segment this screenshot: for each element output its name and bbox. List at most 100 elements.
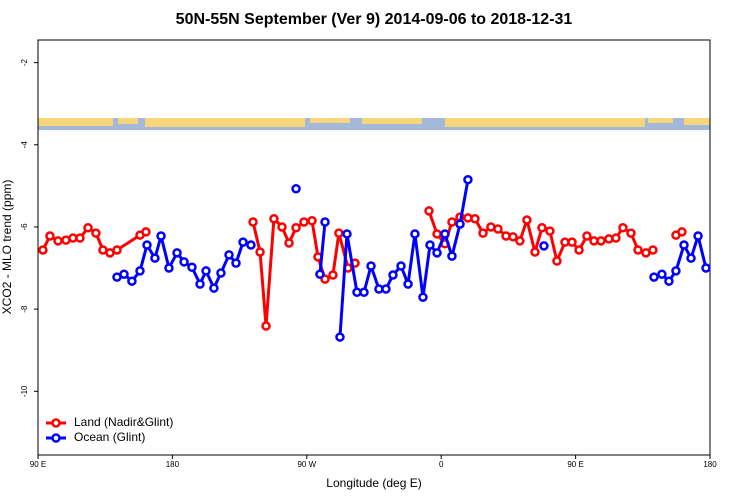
y-tick-label: -4 [20,141,29,149]
point-marker [315,269,325,279]
point-marker [119,269,129,279]
point-marker [440,229,450,239]
point-marker [432,248,442,258]
point-marker [291,223,301,233]
point-marker [216,268,226,278]
land-mask-strip [38,118,710,130]
point-marker [545,226,555,236]
point-marker [320,217,330,227]
point-marker [135,266,145,276]
point-marker [255,247,265,257]
y-tick-label: -8 [20,305,29,313]
point-marker [633,245,643,255]
point-marker [328,270,338,280]
point-marker [447,251,457,261]
point-marker [246,240,256,250]
point-marker [195,279,205,289]
legend-marker [51,433,61,443]
x-tick-label: 180 [166,460,180,469]
point-marker [596,236,606,246]
point-marker [574,245,584,255]
chart-title: 50N-55N September (Ver 9) 2014-09-06 to … [176,11,573,28]
point-marker [618,223,628,233]
point-marker [418,292,428,302]
y-tick-label: -2 [20,58,29,66]
point-marker [342,229,352,239]
point-marker [582,231,592,241]
point-marker [150,253,160,263]
point-marker [664,276,674,286]
point-marker [463,174,473,185]
point-marker [366,261,376,271]
point-marker [515,236,525,246]
point-marker [179,257,189,267]
point-marker [677,227,687,237]
point-marker [91,228,101,238]
x-tick-label: 90 E [567,460,583,469]
point-marker [201,266,211,276]
point-marker [75,233,85,243]
point-marker [530,247,540,257]
point-marker [187,262,197,272]
point-marker [552,256,562,266]
x-tick-label: 180 [703,460,717,469]
point-marker [142,240,152,250]
point-marker [410,229,420,239]
point-marker [127,276,137,286]
point-marker [470,213,480,224]
point-marker [231,258,241,268]
y-tick-label: -6 [20,223,29,231]
point-marker [657,269,667,279]
legend-label: Land (Nadir&Glint) [74,415,173,429]
point-marker [686,253,696,263]
point-marker [447,217,457,227]
x-tick-label: 90 E [30,460,46,469]
point-marker [396,261,406,271]
point-marker [679,240,689,250]
point-marker [141,227,151,237]
point-marker [307,216,317,226]
point-marker [334,228,344,238]
y-axis-label: XCO2 - MLO trend (ppm) [0,180,14,315]
point-marker [537,223,547,233]
point-marker [671,266,681,276]
point-marker [53,236,63,246]
point-marker [269,213,279,224]
y-tick-label: -10 [20,385,29,397]
point-marker [248,217,258,227]
point-marker [156,231,166,241]
x-tick-label: 0 [439,460,444,469]
x-tick-label: 90 W [297,460,316,469]
point-marker [455,219,465,229]
point-marker [209,283,219,293]
point-marker [693,231,703,241]
point-marker [299,217,309,227]
point-marker [403,279,413,289]
point-marker [567,237,577,247]
point-marker [335,332,345,342]
point-marker [432,229,442,239]
point-marker [493,224,503,234]
point-marker [261,321,271,331]
point-marker [648,245,658,255]
legend-marker [51,418,61,428]
x-axis-label: Longitude (deg E) [326,476,421,490]
point-marker [522,215,532,225]
point-marker [164,263,174,273]
point-marker [626,228,636,238]
point-marker [238,237,248,247]
point-marker [172,248,182,258]
point-marker [388,270,398,280]
point-marker [112,245,122,255]
point-marker [425,240,435,250]
point-marker [38,245,48,255]
point-marker [277,222,287,232]
point-marker [478,228,488,238]
legend-label: Ocean (Glint) [74,430,145,444]
series-line [116,179,708,338]
plot-frame [37,39,711,456]
point-marker [284,238,294,248]
point-marker [701,263,711,273]
point-marker [224,250,234,260]
